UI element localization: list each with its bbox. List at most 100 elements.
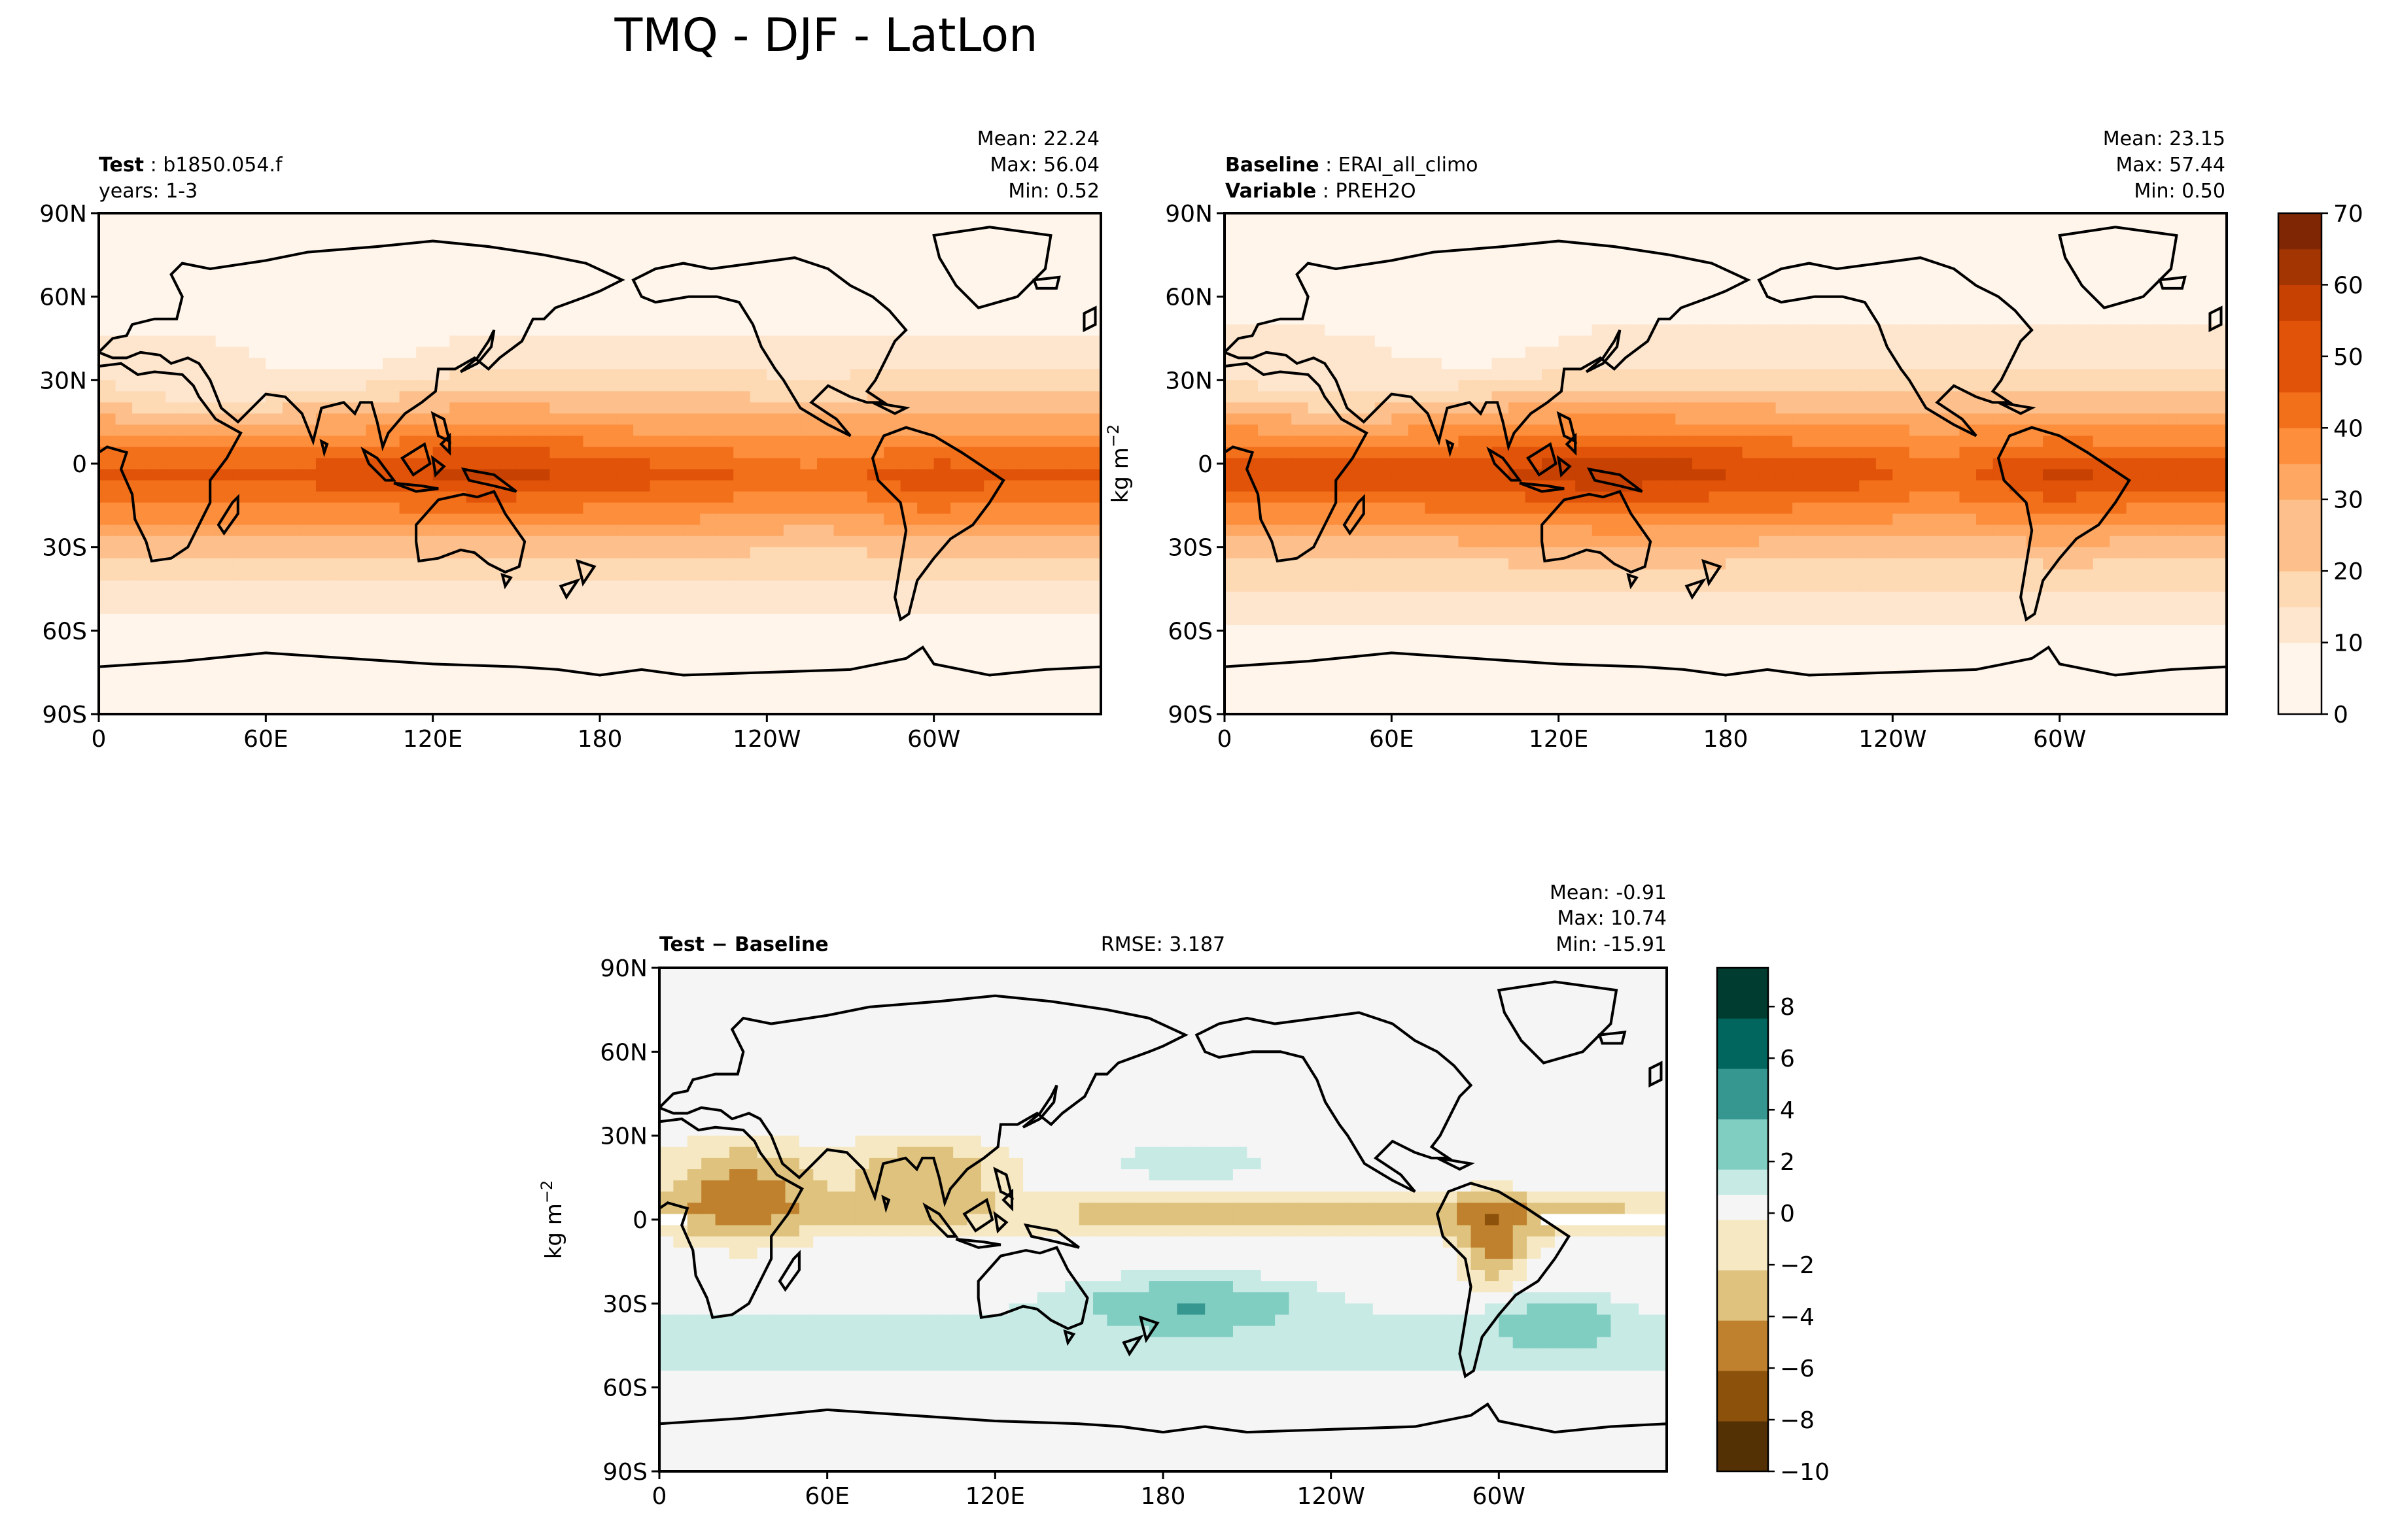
field-cell — [950, 524, 968, 537]
field-cell — [2076, 358, 2094, 369]
field-cell — [1575, 558, 1593, 570]
field-cell — [633, 502, 651, 515]
field-cell — [733, 536, 751, 548]
field-cell — [315, 469, 334, 481]
field-cell — [299, 335, 317, 347]
field-cell — [165, 213, 183, 225]
field-cell — [1508, 613, 1526, 626]
field-cell — [1441, 458, 1459, 470]
field-cell — [667, 413, 684, 426]
field-cell — [1258, 391, 1276, 403]
field-cell — [683, 536, 701, 548]
field-cell — [984, 647, 1001, 659]
y-tick-label: 90N — [39, 201, 87, 228]
field-cell — [1875, 569, 1893, 581]
field-cell — [466, 513, 483, 526]
field-cell — [800, 536, 818, 548]
field-cell — [633, 458, 651, 470]
field-cell — [1875, 447, 1893, 459]
field-cell — [733, 391, 751, 403]
field-cell — [867, 358, 884, 369]
field-cell — [1609, 224, 1626, 236]
field-cell — [1441, 369, 1459, 381]
field-cell — [1775, 625, 1793, 637]
field-cell — [716, 502, 734, 515]
field-cell — [349, 380, 367, 392]
field-cell — [616, 224, 634, 236]
field-cell — [1225, 313, 1242, 325]
field-cell — [750, 547, 767, 559]
field-cell — [182, 602, 200, 615]
field-cell — [1575, 413, 1593, 426]
field-cell — [2076, 235, 2094, 247]
field-cell — [266, 658, 283, 670]
field-cell — [783, 235, 801, 247]
field-cell — [2026, 391, 2043, 403]
field-cell — [1374, 324, 1392, 336]
field-cell — [1591, 436, 1609, 448]
field-cell — [282, 658, 300, 670]
field-cell — [383, 213, 400, 225]
field-cell — [1391, 324, 1409, 336]
field-cell — [1591, 613, 1609, 626]
field-cell — [1609, 536, 1626, 548]
field-cell — [1658, 291, 1676, 303]
field-cell — [148, 324, 166, 336]
field-cell — [900, 680, 918, 693]
field-cell — [1675, 347, 1693, 358]
field-cell — [650, 524, 667, 537]
field-cell — [650, 591, 667, 604]
field-cell — [2059, 335, 2077, 347]
field-cell — [783, 491, 801, 504]
field-cell — [2059, 547, 2077, 559]
field-cell — [1425, 291, 1442, 303]
field-cell — [1241, 402, 1259, 414]
field-cell — [1675, 413, 1693, 426]
field-cell — [816, 291, 835, 303]
field-cell — [2126, 458, 2144, 470]
field-cell — [1508, 213, 1526, 225]
field-cell — [115, 413, 133, 426]
field-cell — [1609, 591, 1626, 604]
field-cell — [1341, 280, 1359, 292]
field-cell — [1067, 558, 1085, 570]
field-cell — [1458, 258, 1476, 269]
field-cell — [2159, 391, 2177, 403]
field-cell — [1959, 458, 1977, 470]
field-cell — [299, 391, 317, 403]
field-cell — [199, 269, 217, 281]
field-cell — [349, 691, 367, 704]
field-cell — [667, 625, 684, 637]
field-cell — [1675, 613, 1693, 626]
field-cell — [1675, 513, 1693, 526]
field-cell — [1759, 513, 1777, 526]
field-cell — [332, 224, 350, 236]
field-cell — [366, 347, 383, 358]
field-cell — [1675, 247, 1693, 258]
field-cell — [1084, 213, 1101, 225]
field-cell — [1274, 213, 1292, 225]
field-cell — [1274, 413, 1292, 426]
field-cell — [1291, 291, 1309, 303]
field-cell — [2009, 291, 2027, 303]
field-cell — [182, 591, 200, 604]
field-cell — [232, 547, 250, 559]
field-cell — [1508, 291, 1526, 303]
field-cell — [299, 258, 317, 269]
x-tick-label: 120E — [403, 726, 462, 753]
field-cell — [1742, 235, 1760, 247]
field-cell — [2210, 358, 2227, 369]
field-cell — [716, 625, 734, 637]
field-cell — [733, 424, 751, 437]
field-cell — [1034, 447, 1051, 459]
field-cell — [1892, 247, 1910, 258]
y-tick-label: 0 — [72, 451, 87, 478]
field-cell — [933, 458, 951, 470]
field-cell — [1726, 358, 1743, 369]
field-cell — [2176, 335, 2194, 347]
field-cell — [800, 291, 818, 303]
field-cell — [1508, 269, 1526, 281]
field-cell — [833, 324, 851, 336]
field-cell — [366, 258, 383, 269]
field-cell — [2059, 347, 2077, 358]
